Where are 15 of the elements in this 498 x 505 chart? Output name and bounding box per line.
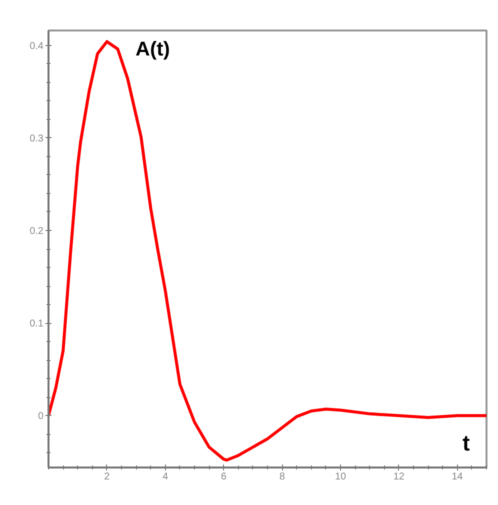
y-tick-label: 0.1 [30,318,44,330]
x-tick-label: 12 [393,472,405,482]
x-tick-label: 10 [334,472,346,482]
x-tick-label: 4 [162,472,169,482]
x-tick-label: 14 [452,472,464,482]
x-tick-label: 2 [104,472,110,482]
y-axis-title: A(t) [136,38,170,60]
y-tick-label: 0 [38,411,44,422]
y-tick-label: 0.3 [30,133,44,144]
x-tick-label: 6 [220,472,227,482]
x-tick-label: 8 [279,472,286,482]
y-tick-label: 0.4 [30,40,44,52]
line-series [48,40,486,462]
x-axis-title: t [462,430,470,456]
y-tick-label: 0.2 [30,226,44,237]
